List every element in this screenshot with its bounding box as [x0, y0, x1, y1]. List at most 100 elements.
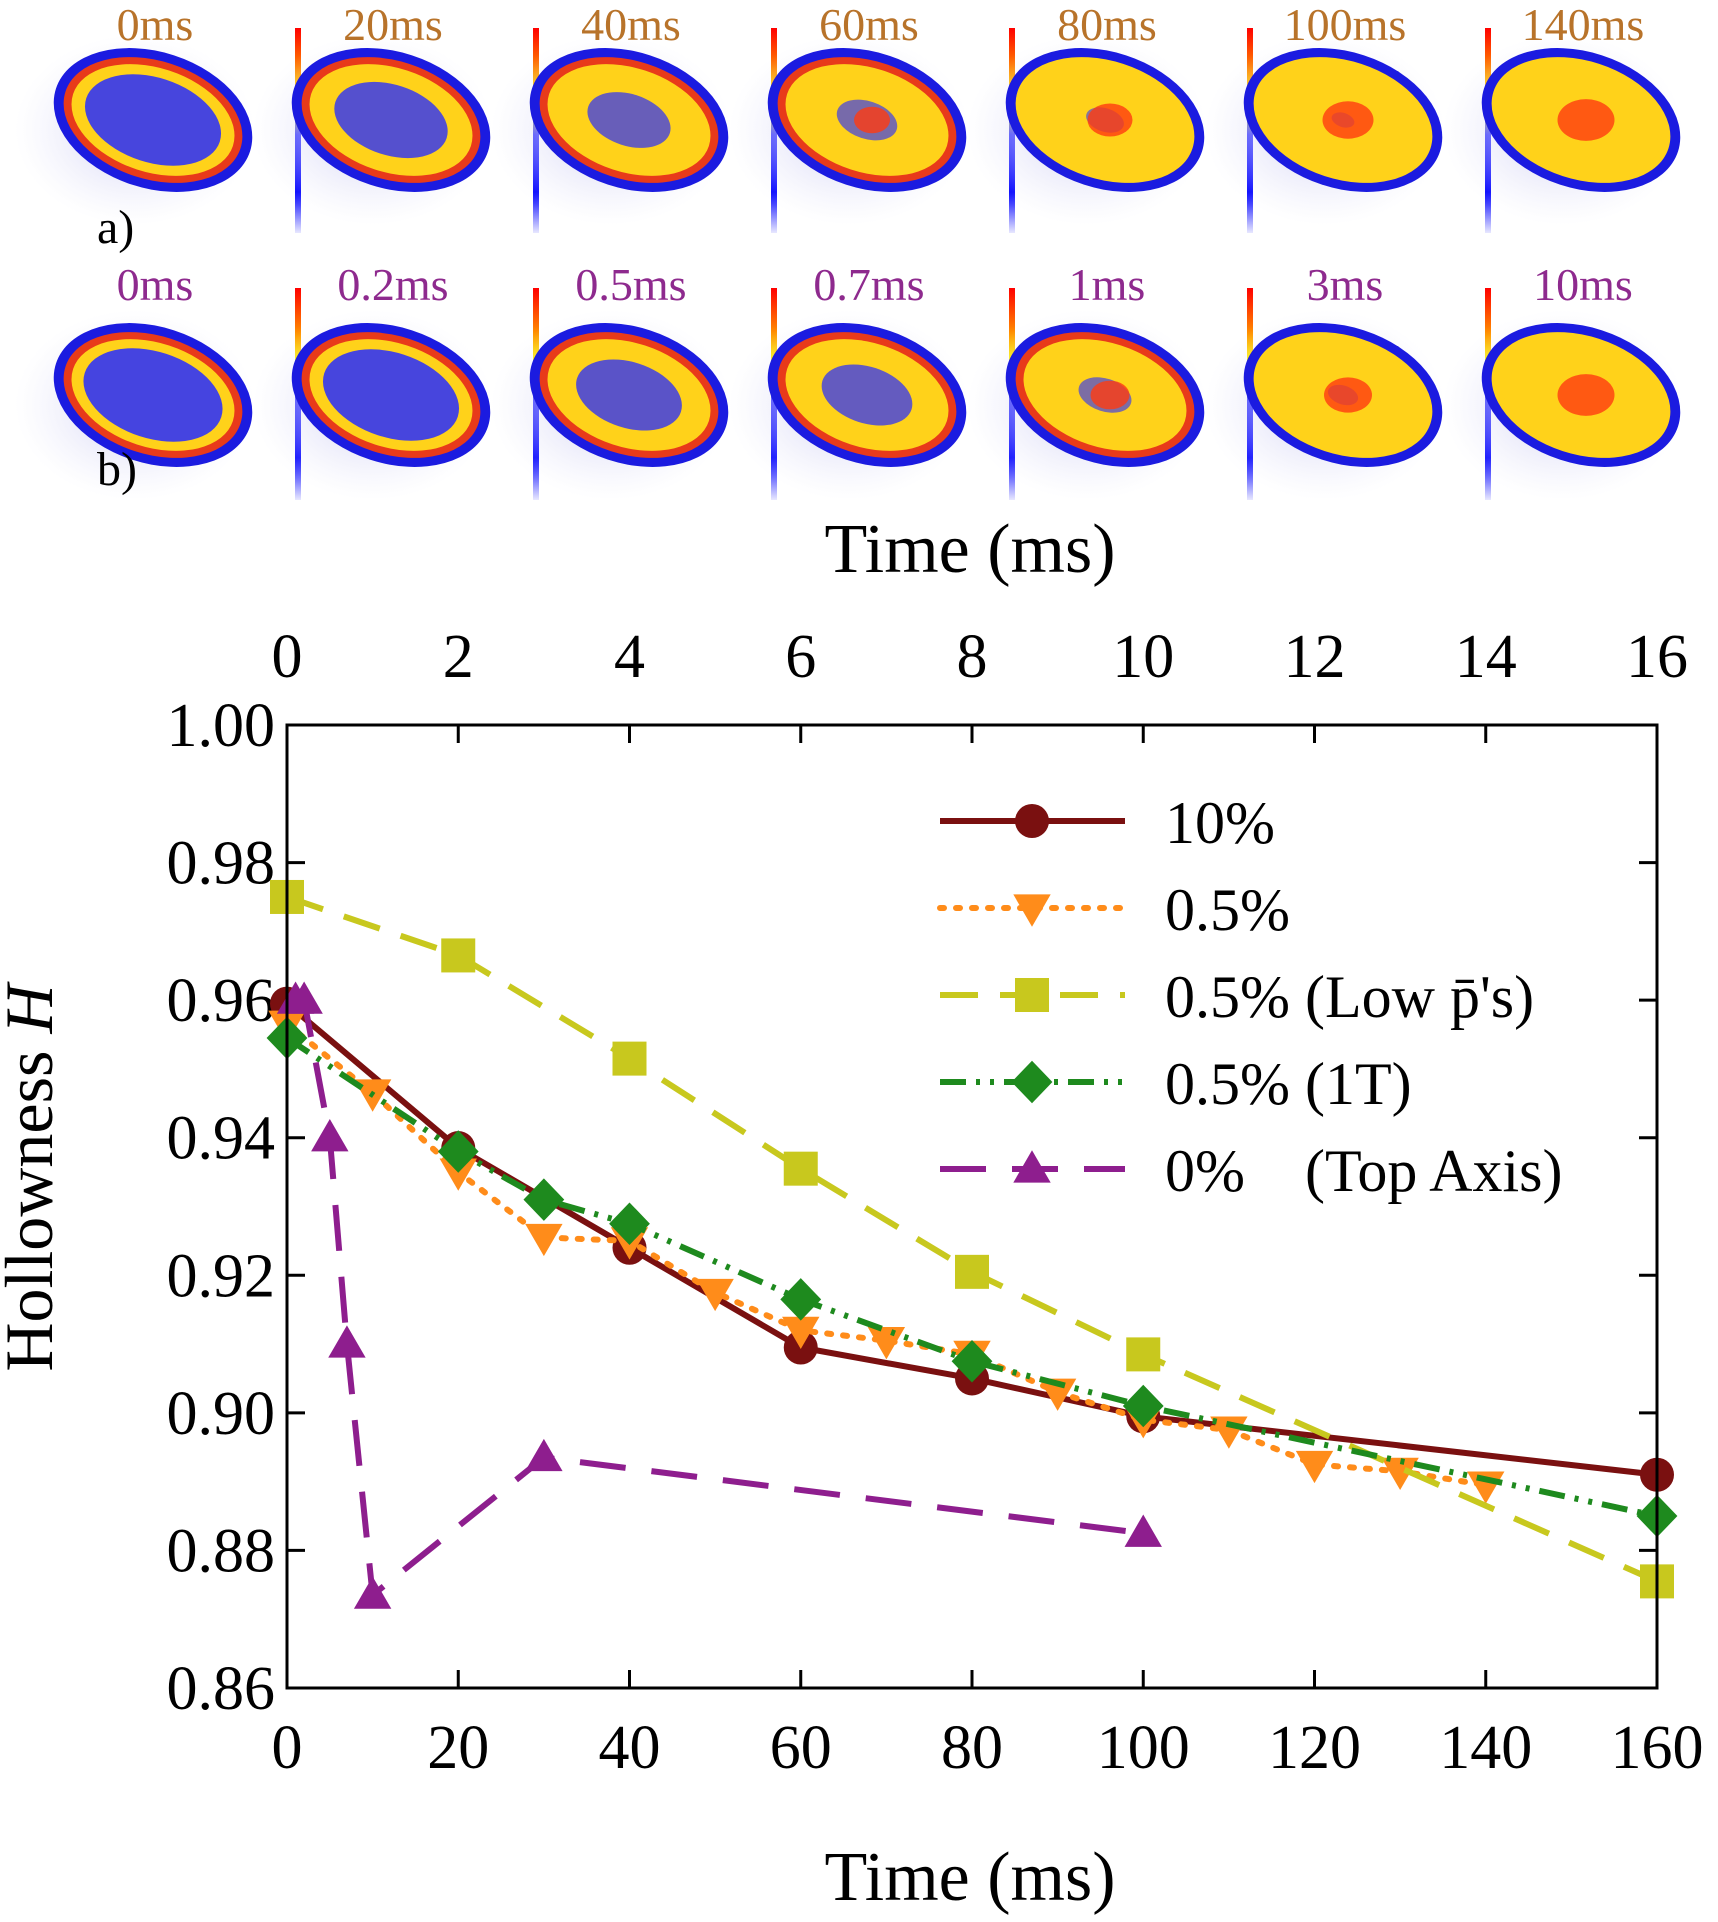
data-point: [955, 1254, 989, 1289]
x-tick-label-bottom: 0: [272, 1714, 303, 1782]
data-point: [1015, 804, 1049, 838]
legend-label: 0.5%: [1165, 877, 1290, 943]
series-triangle-up: [276, 981, 1162, 1609]
frame-label: 20ms: [343, 0, 443, 50]
x-tick-label-bottom: 140: [1439, 1714, 1532, 1782]
y-tick-label: 0.90: [167, 1380, 276, 1448]
frame-label: 40ms: [581, 0, 681, 50]
bottom-axis-title: Time (ms): [824, 1839, 1115, 1916]
x-tick-label-bottom: 100: [1097, 1714, 1190, 1782]
data-point: [782, 1316, 820, 1350]
data-point: [525, 1438, 563, 1472]
beam-hotspot: [1322, 101, 1374, 139]
frame-label: 60ms: [819, 0, 919, 50]
image-row-b: 0ms 0.2ms 0.5ms 0.7ms 1ms 3ms 10ms: [15, 259, 1683, 500]
axis-ticks: 0 20 40 60 80 100 120 140 160 0 2 4 6 8 10 12 14 16 0.86 0.…: [167, 623, 1704, 1782]
data-point: [612, 1041, 647, 1076]
x-tick-label-top: 8: [957, 623, 988, 691]
y-axis-title-text: Hollowness: [0, 1034, 67, 1372]
data-point: [1124, 1514, 1162, 1547]
top-axis-title: Time (ms): [824, 511, 1115, 588]
x-tick-label-bottom: 160: [1611, 1714, 1704, 1782]
frame-label: 0ms: [117, 259, 194, 310]
x-tick-label-top: 12: [1284, 623, 1346, 691]
y-tick-label: 0.96: [167, 967, 276, 1035]
x-tick-label-top: 4: [614, 623, 645, 691]
beam-core: [322, 349, 460, 441]
series-line: [285, 1035, 1658, 1519]
legend-label: 0.5% (Low p̄'s): [1165, 964, 1534, 1030]
series-layer: [266, 879, 1678, 1609]
beam-core: [334, 81, 448, 159]
beam-hotspot: [1557, 99, 1615, 141]
x-tick-label-top: 14: [1455, 623, 1517, 691]
x-tick-label-bottom: 80: [941, 1714, 1003, 1782]
y-tick-label: 0.86: [167, 1655, 276, 1723]
x-tick-label-top: 0: [272, 623, 303, 691]
image-row-a: 0ms 20ms 40ms 60ms 80ms 100ms 140ms: [15, 0, 1683, 233]
beam-core: [83, 348, 223, 442]
y-tick-label: 0.98: [167, 830, 276, 898]
y-tick-label: 0.88: [167, 1517, 276, 1585]
data-point: [951, 1340, 993, 1383]
beam-hotspot: [1324, 377, 1372, 413]
data-point: [867, 1327, 906, 1360]
x-tick-label-bottom: 40: [599, 1714, 661, 1782]
beam-core: [587, 92, 671, 148]
data-point: [609, 1202, 650, 1245]
frame-label: 3ms: [1307, 259, 1384, 310]
data-point: [1122, 1384, 1164, 1428]
x-tick-label-top: 10: [1112, 623, 1174, 691]
beam-core: [576, 359, 682, 431]
data-point: [523, 1178, 565, 1221]
data-point: [696, 1278, 734, 1312]
data-point: [525, 1223, 563, 1257]
data-point: [328, 1325, 366, 1358]
data-point: [311, 1119, 349, 1152]
data-point: [1013, 1150, 1051, 1183]
y-tick-label: 0.94: [167, 1105, 276, 1173]
row-b-tag: b): [97, 443, 137, 496]
x-tick-label-top: 2: [443, 623, 474, 691]
series-diamond: [266, 1016, 1678, 1538]
data-point: [1015, 978, 1049, 1012]
data-point: [1295, 1450, 1334, 1484]
frame-label: 80ms: [1057, 0, 1157, 50]
frame-label: 0.5ms: [575, 259, 686, 310]
legend-label: 0.5% (1T): [1165, 1051, 1412, 1117]
beam-hotspot: [1090, 380, 1130, 410]
series-line: [285, 1001, 1658, 1478]
frame-label: 140ms: [1522, 0, 1645, 50]
y-tick-label: 0.92: [167, 1242, 276, 1310]
beam-hotspot: [1087, 103, 1133, 137]
beam-hotspot: [854, 106, 890, 134]
legend-label: 0% (Top Axis): [1165, 1138, 1562, 1204]
data-point: [439, 1158, 477, 1191]
frame-label: 1ms: [1069, 259, 1146, 310]
legend: 10% 0.5% 0.5% (Low p̄'s) 0.5% (1T) 0% (Top A…: [937, 790, 1562, 1204]
y-tick-label: 1.00: [167, 692, 276, 760]
beam-core: [84, 74, 222, 166]
legend-label: 10%: [1165, 790, 1275, 856]
y-axis-title: Hollowness H: [0, 981, 67, 1372]
data-point: [437, 1130, 479, 1173]
x-tick-label-top: 6: [785, 623, 816, 691]
data-point: [1381, 1457, 1419, 1491]
x-tick-label-bottom: 20: [427, 1714, 489, 1782]
beam-hotspot: [1557, 374, 1615, 416]
data-point: [1038, 1378, 1077, 1411]
plot-frame: [285, 723, 1659, 1690]
x-tick-label-bottom: 60: [770, 1714, 832, 1782]
data-point: [1013, 894, 1051, 927]
y-axis-title-var: H: [0, 981, 67, 1035]
frame-label: 0.2ms: [337, 259, 448, 310]
hollowness-chart: Time (ms) Time (ms) Hollowness H 0204060…: [0, 511, 1704, 1916]
frame-label: 0.7ms: [813, 259, 924, 310]
row-a-tag: a): [97, 201, 134, 254]
data-point: [353, 1576, 392, 1609]
data-point: [1126, 1337, 1161, 1372]
x-tick-label-top: 16: [1626, 623, 1688, 691]
series-circle: [270, 986, 1674, 1492]
data-point: [1011, 1060, 1053, 1104]
